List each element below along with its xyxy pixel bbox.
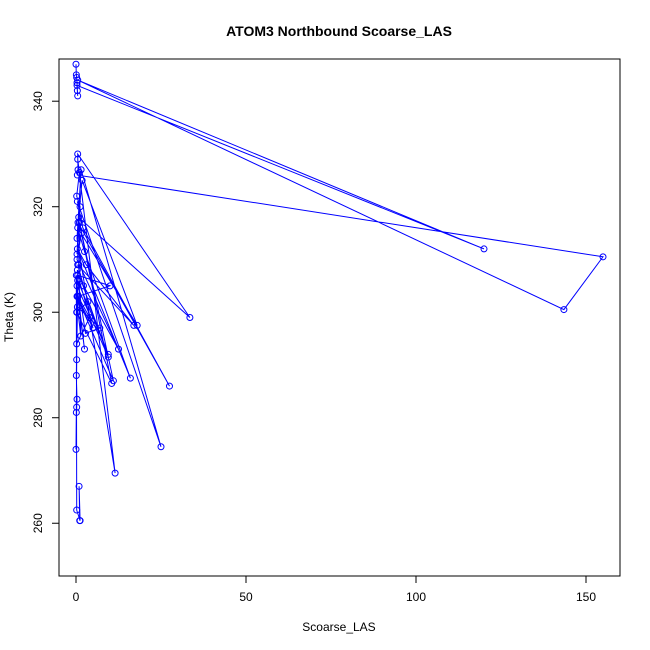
data-point	[73, 308, 81, 316]
y-tick-label: 300	[31, 302, 45, 322]
y-tick-label: 340	[31, 91, 45, 111]
data-point	[73, 395, 81, 403]
data-point	[104, 353, 112, 361]
data-point	[126, 374, 134, 382]
x-tick-label: 0	[73, 590, 80, 604]
data-point	[75, 482, 83, 490]
data-point	[73, 192, 81, 200]
y-tick-label: 280	[31, 407, 45, 427]
y-tick-label: 260	[31, 513, 45, 533]
data-point	[130, 321, 138, 329]
y-axis: 260 280 300 320 340	[31, 91, 60, 533]
data-point	[157, 443, 165, 451]
data-point	[480, 245, 488, 253]
data-point	[73, 87, 81, 95]
data-point	[73, 266, 81, 274]
data-point	[73, 282, 81, 290]
data-point	[74, 150, 82, 158]
data-point	[73, 356, 81, 364]
data-point	[73, 81, 81, 89]
data-point	[599, 253, 607, 261]
data-point	[84, 298, 92, 306]
data-point	[73, 303, 81, 311]
data-point	[106, 282, 114, 290]
series-layer	[72, 60, 607, 525]
data-point	[166, 382, 173, 390]
data-point	[72, 445, 80, 453]
data-point	[72, 372, 80, 380]
y-tick-label: 320	[31, 196, 45, 216]
data-point	[81, 248, 88, 256]
data-point	[560, 306, 568, 314]
data-point	[82, 261, 90, 269]
data-point	[86, 314, 94, 321]
y-axis-label: Theta (K)	[2, 292, 16, 342]
x-tick-label: 150	[576, 590, 596, 604]
data-point	[74, 76, 82, 84]
data-point	[73, 250, 81, 258]
data-point	[77, 229, 85, 237]
data-point	[73, 234, 81, 242]
data-point	[76, 203, 84, 211]
data-point	[111, 469, 119, 477]
data-point	[73, 403, 81, 411]
data-point	[76, 517, 84, 525]
data-point	[96, 324, 104, 332]
data-point	[77, 332, 85, 340]
data-point	[74, 155, 82, 163]
data-point	[73, 340, 81, 348]
data-point	[133, 321, 141, 329]
data-point	[73, 506, 81, 514]
data-point	[72, 60, 80, 68]
data-point	[74, 92, 82, 100]
data-point	[75, 213, 83, 221]
data-point	[72, 271, 80, 279]
data-point	[73, 197, 81, 205]
x-axis: 0 50 100 150	[73, 575, 596, 604]
data-point	[109, 377, 117, 385]
data-point	[74, 292, 82, 300]
data-point	[81, 345, 88, 353]
data-point	[186, 314, 194, 321]
data-point	[73, 79, 81, 87]
chart-title: ATOM3 Northbound Scoarse_LAS	[226, 23, 452, 39]
x-tick-label: 100	[406, 590, 426, 604]
x-axis-label: Scoarse_LAS	[302, 620, 375, 634]
series-line	[75, 64, 604, 521]
data-point	[72, 408, 80, 416]
data-point	[89, 324, 97, 332]
data-point	[78, 176, 86, 184]
data-point	[115, 345, 122, 353]
data-point	[75, 219, 83, 227]
data-point	[73, 245, 81, 253]
data-point	[104, 350, 112, 358]
plot-frame	[58, 58, 621, 577]
data-point	[77, 166, 85, 174]
x-tick-label: 50	[239, 590, 253, 604]
